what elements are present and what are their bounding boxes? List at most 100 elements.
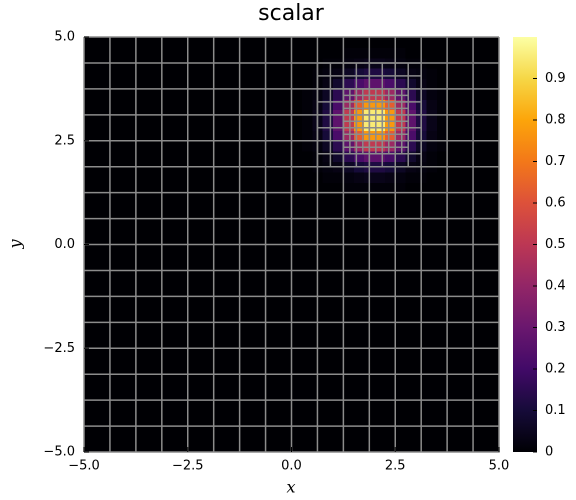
- heat-cell: [384, 337, 396, 349]
- heat-cell: [478, 379, 490, 391]
- heat-cell: [250, 171, 261, 183]
- heat-cell: [218, 203, 230, 214]
- heat-cell: [291, 120, 303, 131]
- heat-cell: [301, 120, 313, 131]
- heat-cell: [115, 254, 126, 266]
- heat-cell: [343, 234, 355, 245]
- heat-cell: [457, 140, 469, 152]
- heat-cell: [488, 203, 500, 214]
- heat-cell: [125, 431, 137, 443]
- heat-cell: [239, 306, 251, 318]
- heat-cell: [115, 99, 126, 111]
- heat-cell: [447, 140, 458, 152]
- heat-cell: [478, 47, 490, 59]
- heat-cell: [84, 286, 95, 297]
- heat-cell: [115, 130, 126, 142]
- heat-cell: [426, 306, 438, 318]
- heat-cell: [125, 254, 137, 266]
- heat-cell: [167, 327, 178, 339]
- heat-cell: [94, 296, 106, 308]
- heat-cell: [198, 296, 209, 308]
- heat-cell: [167, 47, 178, 59]
- heat-cell: [457, 130, 469, 142]
- heat-cell: [405, 327, 417, 339]
- heat-cell: [239, 203, 251, 214]
- heat-cell: [125, 37, 137, 48]
- heat-cell: [343, 203, 355, 214]
- heat-cell: [395, 130, 407, 142]
- heat-cell: [135, 130, 147, 142]
- heat-cell: [333, 37, 344, 48]
- heat-cell: [135, 88, 147, 100]
- heat-cell: [322, 192, 334, 204]
- heat-cell: [395, 234, 407, 245]
- heat-cell: [115, 223, 126, 235]
- heat-cell: [115, 203, 126, 214]
- x-tick-label: 5.0: [489, 459, 510, 474]
- heat-cell: [198, 223, 209, 235]
- heat-cell: [426, 140, 438, 152]
- heat-cell: [84, 358, 95, 370]
- heat-cell: [94, 68, 106, 79]
- heat-cell: [478, 306, 490, 318]
- heat-cell: [229, 192, 241, 204]
- heat-cell: [115, 78, 126, 90]
- heat-cell: [198, 306, 209, 318]
- heat-cell: [94, 234, 106, 245]
- heat-cell: [218, 47, 230, 59]
- heat-cell: [447, 431, 458, 443]
- heat-cell: [447, 337, 458, 349]
- heat-cell: [322, 244, 334, 256]
- heat-cell: [343, 223, 355, 235]
- heat-cell: [281, 234, 292, 245]
- heat-cell: [426, 296, 438, 308]
- heat-cell: [94, 275, 106, 287]
- heat-cell: [167, 337, 178, 349]
- heat-cell: [218, 151, 230, 162]
- heat-cell: [353, 244, 365, 256]
- heat-cell: [125, 99, 137, 111]
- heat-cell: [447, 171, 458, 183]
- heat-cell: [395, 441, 407, 453]
- heat-cell: [167, 99, 178, 111]
- heat-cell: [281, 140, 292, 152]
- heat-cell: [250, 192, 261, 204]
- heat-cell: [301, 337, 313, 349]
- heat-cell: [281, 182, 292, 194]
- heat-cell: [281, 192, 292, 204]
- heat-cell: [250, 223, 261, 235]
- heat-cell: [478, 286, 490, 297]
- heat-cell: [478, 192, 490, 204]
- heat-cell: [291, 171, 303, 183]
- heat-cell: [343, 286, 355, 297]
- heat-cell: [146, 358, 158, 370]
- heat-cell: [301, 254, 313, 266]
- heat-cell: [239, 120, 251, 131]
- heat-cell: [167, 120, 178, 131]
- heat-cell: [457, 441, 469, 453]
- heat-cell: [167, 234, 178, 245]
- heat-cell: [270, 337, 282, 349]
- heat-cell: [374, 182, 386, 194]
- heat-cell: [229, 203, 241, 214]
- heat-cell: [343, 379, 355, 391]
- colorbar-tick-label: 0.5: [545, 237, 566, 252]
- heat-cell: [84, 223, 95, 235]
- heat-cell: [405, 130, 417, 142]
- heat-cell: [374, 327, 386, 339]
- heat-cell: [239, 410, 251, 422]
- heat-cell: [281, 400, 292, 411]
- heat-cell: [229, 223, 241, 235]
- heat-cell: [167, 389, 178, 401]
- heat-cell: [426, 192, 438, 204]
- heat-cell: [488, 130, 500, 142]
- heat-cell: [250, 379, 261, 391]
- heat-cell: [322, 99, 334, 111]
- heat-cell: [218, 337, 230, 349]
- heat-cell: [333, 244, 344, 256]
- heat-cell: [436, 140, 448, 152]
- heat-cell: [281, 358, 292, 370]
- heat-cell: [447, 306, 458, 318]
- heat-cell: [488, 410, 500, 422]
- heat-cell: [333, 337, 344, 349]
